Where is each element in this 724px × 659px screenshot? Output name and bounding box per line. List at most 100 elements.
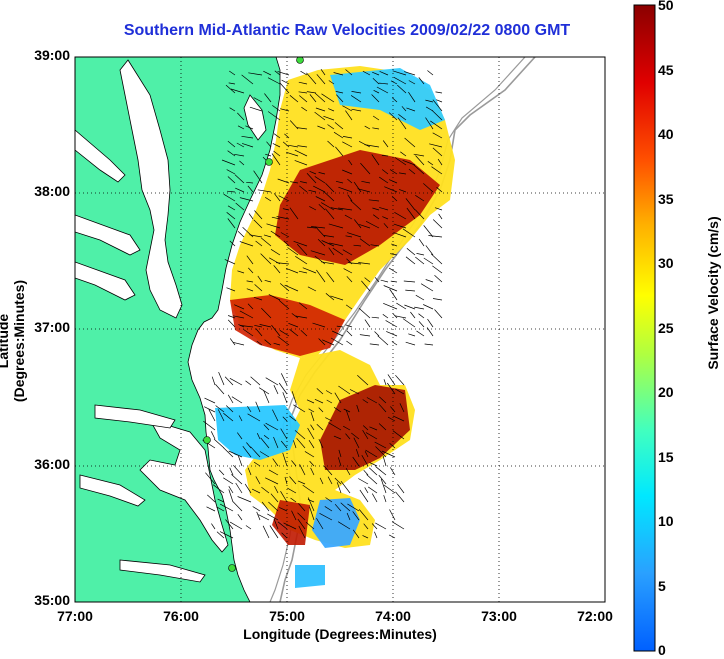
current-vector xyxy=(295,315,308,319)
current-vector xyxy=(378,474,387,485)
current-vector xyxy=(233,464,243,476)
current-vector xyxy=(425,245,434,256)
current-vector xyxy=(211,376,216,386)
current-vector xyxy=(354,219,362,229)
current-vector xyxy=(383,484,396,494)
current-vector xyxy=(358,478,369,485)
current-vector xyxy=(362,430,369,440)
current-vector xyxy=(272,143,281,148)
x-tick-label: 76:00 xyxy=(163,608,199,624)
current-vector xyxy=(245,380,252,386)
current-vector xyxy=(278,300,290,310)
current-vector xyxy=(319,477,324,485)
current-vector xyxy=(426,327,434,337)
current-vector xyxy=(351,432,360,440)
current-vector xyxy=(273,518,279,530)
current-vector xyxy=(391,521,405,530)
current-vector xyxy=(306,72,317,85)
current-vector xyxy=(235,202,245,211)
current-vector xyxy=(239,241,254,247)
current-vector xyxy=(247,413,261,422)
current-vector xyxy=(282,392,288,404)
current-vector xyxy=(340,480,351,494)
current-vector xyxy=(369,462,378,467)
land-mass xyxy=(75,57,281,602)
current-vector xyxy=(369,426,378,431)
current-vector xyxy=(337,521,351,530)
current-vector xyxy=(381,155,389,157)
current-vector xyxy=(383,302,398,310)
current-vector xyxy=(415,155,425,166)
current-vector xyxy=(382,455,387,467)
colorbar-tick-label: 5 xyxy=(658,578,666,594)
current-vector xyxy=(268,501,279,512)
radar-station-marker xyxy=(296,57,304,64)
current-vector xyxy=(362,535,369,539)
current-vector xyxy=(394,315,407,319)
colorbar-tick-label: 0 xyxy=(658,642,666,658)
current-vector xyxy=(338,385,351,395)
current-vector xyxy=(318,204,326,211)
current-vector xyxy=(308,440,315,449)
current-vector xyxy=(431,166,443,175)
current-vector xyxy=(361,455,369,467)
current-vector xyxy=(425,117,434,130)
current-vector xyxy=(263,424,270,431)
current-vector xyxy=(346,512,351,521)
current-vector xyxy=(247,185,254,193)
current-vector xyxy=(358,140,371,148)
current-vector xyxy=(389,509,396,521)
current-vector xyxy=(243,329,254,337)
current-vector xyxy=(298,525,306,539)
current-vector xyxy=(294,149,308,157)
current-vector xyxy=(346,276,353,283)
current-vector xyxy=(351,91,362,94)
current-vector xyxy=(406,107,416,112)
current-vector xyxy=(265,197,272,202)
current-vector xyxy=(288,144,299,148)
colorbar-tick-label: 15 xyxy=(658,449,674,465)
current-vector xyxy=(317,125,326,130)
current-vector xyxy=(416,330,425,337)
current-vector xyxy=(377,335,389,346)
current-vector xyxy=(378,403,387,413)
current-vector xyxy=(223,477,234,485)
x-tick-label: 73:00 xyxy=(481,608,517,624)
current-vector xyxy=(263,70,272,76)
current-vector xyxy=(362,399,369,404)
current-vector xyxy=(229,70,236,76)
current-vector xyxy=(282,208,290,211)
current-vector xyxy=(226,169,236,175)
current-vector xyxy=(211,523,216,530)
current-vector xyxy=(335,91,344,94)
current-vector xyxy=(326,399,333,404)
current-vector xyxy=(418,77,425,85)
current-vector xyxy=(274,70,281,76)
current-vector xyxy=(415,256,425,265)
current-vector xyxy=(427,318,434,328)
current-vector xyxy=(381,450,396,458)
current-vector xyxy=(336,325,344,328)
current-vector xyxy=(349,389,360,395)
current-vector xyxy=(316,518,324,530)
bay-inlet xyxy=(75,129,126,183)
current-vector xyxy=(325,208,335,220)
current-vector xyxy=(237,496,252,503)
current-vector xyxy=(390,467,396,476)
current-vector xyxy=(360,162,371,175)
current-vector xyxy=(283,240,290,247)
velocity-patch-slow xyxy=(215,405,300,460)
current-vector xyxy=(232,341,245,346)
current-vector xyxy=(261,501,270,512)
albemarle-sound xyxy=(94,404,176,429)
current-vector xyxy=(398,172,407,175)
current-vector xyxy=(271,216,281,220)
current-vector xyxy=(223,193,236,202)
colorbar-tick-label: 40 xyxy=(658,126,674,142)
current-vector xyxy=(293,240,308,247)
current-vector xyxy=(288,322,299,328)
current-vector xyxy=(278,382,288,395)
current-vector xyxy=(432,99,443,112)
current-vector xyxy=(395,388,405,395)
